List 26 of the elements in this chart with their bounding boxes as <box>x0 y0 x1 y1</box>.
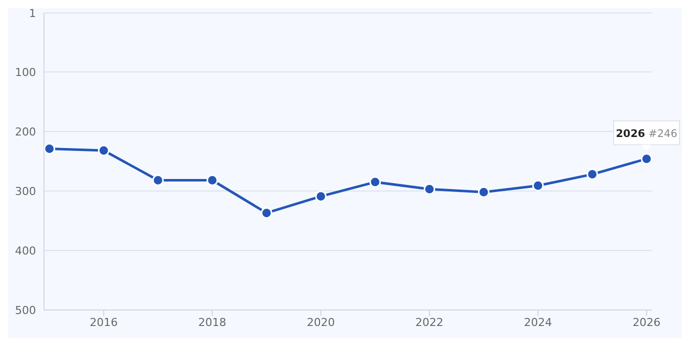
y-tick-label: 200 <box>15 125 36 138</box>
y-tick-label: 1 <box>29 6 36 20</box>
callout: 2026 #246 <box>613 120 680 151</box>
point <box>44 142 56 154</box>
point <box>478 186 490 198</box>
x-tick-label: 2026 <box>632 316 661 329</box>
point <box>98 144 110 156</box>
x-tick-label: 2020 <box>306 316 335 329</box>
point <box>315 190 327 202</box>
point <box>369 176 381 188</box>
y-tick-label: 100 <box>15 66 36 79</box>
point <box>532 180 544 192</box>
point <box>586 168 598 180</box>
y-tick-label: 500 <box>15 304 36 317</box>
point <box>424 183 436 195</box>
point <box>206 174 218 186</box>
x-tick-label: 2018 <box>198 316 226 329</box>
x-tick-label: 2022 <box>415 316 444 329</box>
x-tick-label: 2016 <box>90 316 118 329</box>
annotation: 2026 #246 <box>616 128 678 140</box>
y-tick-label: 400 <box>15 244 36 258</box>
y-tick-label: 300 <box>15 184 36 198</box>
point <box>152 174 164 186</box>
x-tick-label: 2024 <box>524 316 552 329</box>
point <box>260 207 272 219</box>
point <box>640 153 652 165</box>
